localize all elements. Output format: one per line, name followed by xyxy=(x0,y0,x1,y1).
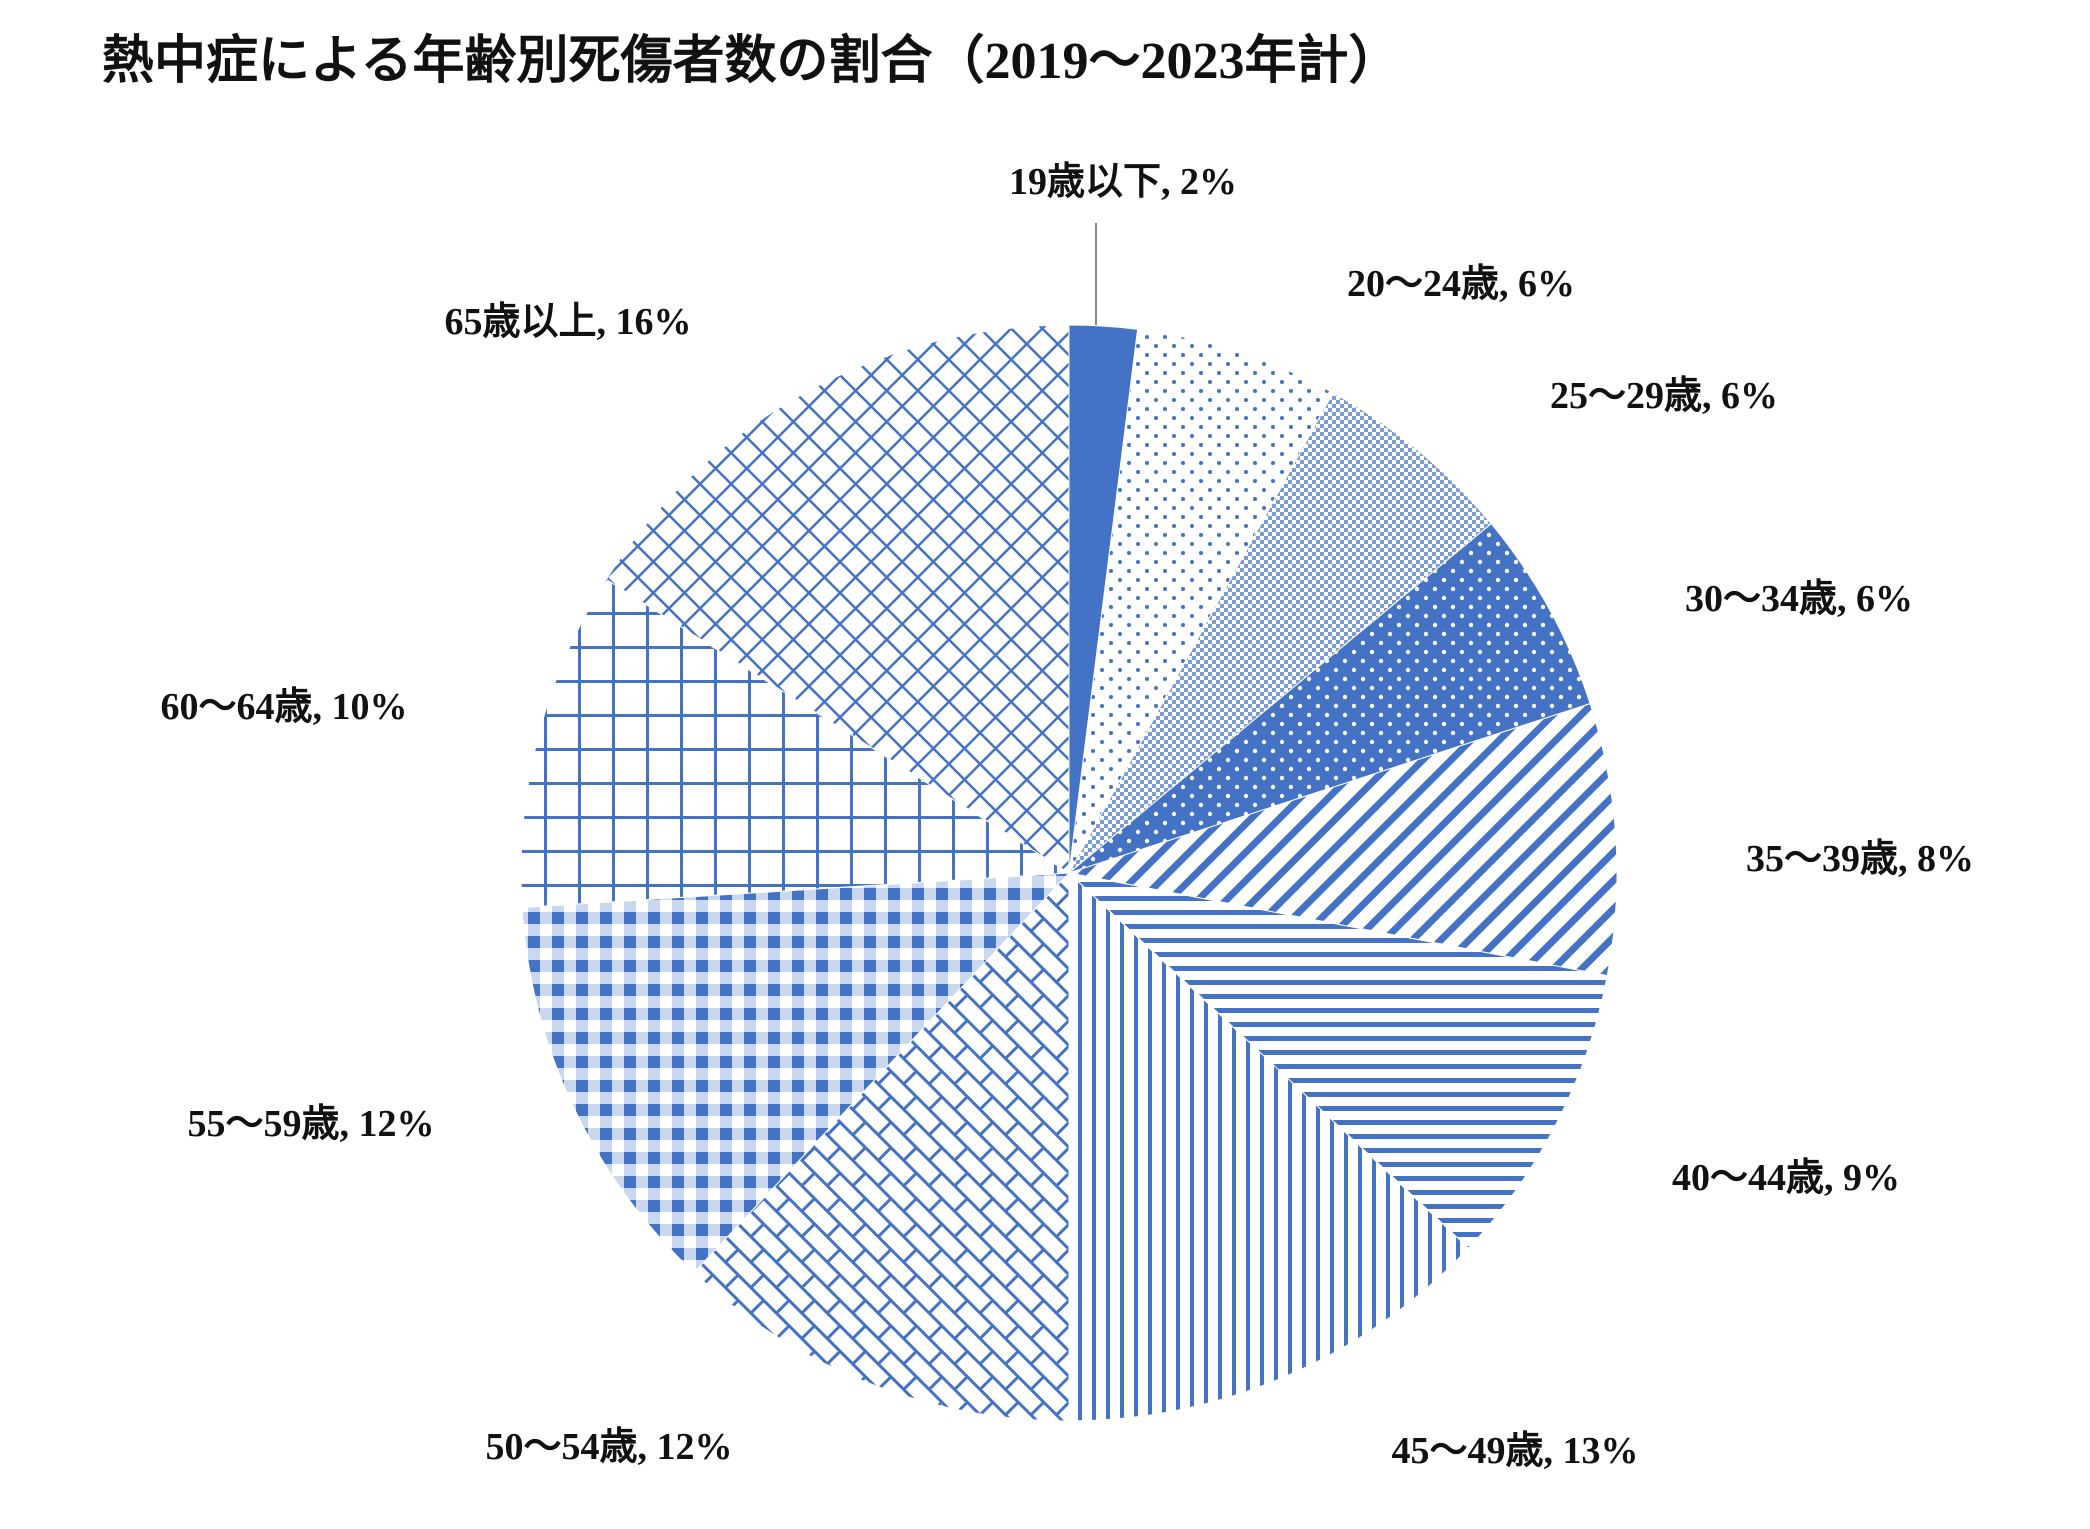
data-label: 45～49歳, 13% xyxy=(1391,1430,1638,1472)
category-label: 20～24歳 xyxy=(1347,263,1499,305)
label-separator: , xyxy=(1161,161,1180,203)
label-separator: , xyxy=(638,1426,657,1468)
pie-slice xyxy=(693,871,1070,1422)
value-label: 9% xyxy=(1843,1157,1900,1199)
pie-slice xyxy=(1068,703,1618,977)
category-label: 30～34歳 xyxy=(1685,578,1837,620)
data-label: 50～54歳, 12% xyxy=(485,1426,732,1468)
pie-slice xyxy=(1067,872,1608,1249)
category-label: 60～64歳 xyxy=(160,686,312,728)
label-separator: , xyxy=(340,1103,359,1145)
pie-slice xyxy=(1068,328,1334,874)
pie-slice xyxy=(1068,522,1591,874)
data-label: 55～59歳, 12% xyxy=(187,1103,434,1145)
label-separator: , xyxy=(313,686,332,728)
data-label: 60～64歳, 10% xyxy=(160,686,407,728)
label-separator: , xyxy=(1898,838,1917,880)
value-label: 8% xyxy=(1917,838,1974,880)
value-label: 13% xyxy=(1563,1430,1639,1472)
pie-slice xyxy=(520,578,1071,908)
data-label: 20～24歳, 6% xyxy=(1347,263,1575,305)
label-separator: , xyxy=(1544,1430,1563,1472)
category-label: 40～44歳 xyxy=(1672,1157,1824,1199)
label-separator: , xyxy=(1824,1157,1843,1199)
category-label: 50～54歳 xyxy=(485,1426,637,1468)
data-label: 30～34歳, 6% xyxy=(1685,578,1913,620)
data-label: 65歳以上, 16% xyxy=(444,301,691,343)
category-label: 65歳以上 xyxy=(444,301,596,343)
category-label: 19歳以下 xyxy=(1009,161,1161,203)
value-label: 10% xyxy=(332,686,408,728)
pie-slice xyxy=(1068,392,1492,874)
category-label: 55～59歳 xyxy=(187,1103,339,1145)
value-label: 16% xyxy=(616,301,692,343)
label-separator: , xyxy=(1702,375,1721,417)
data-label: 19歳以下, 2% xyxy=(1009,161,1237,203)
label-separator: , xyxy=(597,301,616,343)
data-label: 35～39歳, 8% xyxy=(1746,838,1974,880)
label-separator: , xyxy=(1837,578,1856,620)
pie-slice xyxy=(1068,871,1470,1422)
pie-slice xyxy=(521,872,1071,1274)
value-label: 12% xyxy=(359,1103,435,1145)
category-label: 35～39歳 xyxy=(1746,838,1898,880)
value-label: 6% xyxy=(1518,263,1575,305)
value-label: 6% xyxy=(1721,375,1778,417)
category-label: 25～29歳 xyxy=(1550,375,1702,417)
category-label: 45～49歳 xyxy=(1391,1430,1543,1472)
value-label: 12% xyxy=(657,1426,733,1468)
value-label: 6% xyxy=(1856,578,1913,620)
chart-title: 熱中症による年齢別死傷者数の割合（2019～2023年計） xyxy=(102,32,1400,90)
data-label: 25～29歳, 6% xyxy=(1550,375,1778,417)
data-label: 40～44歳, 9% xyxy=(1672,1157,1900,1199)
label-separator: , xyxy=(1499,263,1518,305)
pie-slice xyxy=(605,324,1070,874)
value-label: 2% xyxy=(1180,161,1237,203)
